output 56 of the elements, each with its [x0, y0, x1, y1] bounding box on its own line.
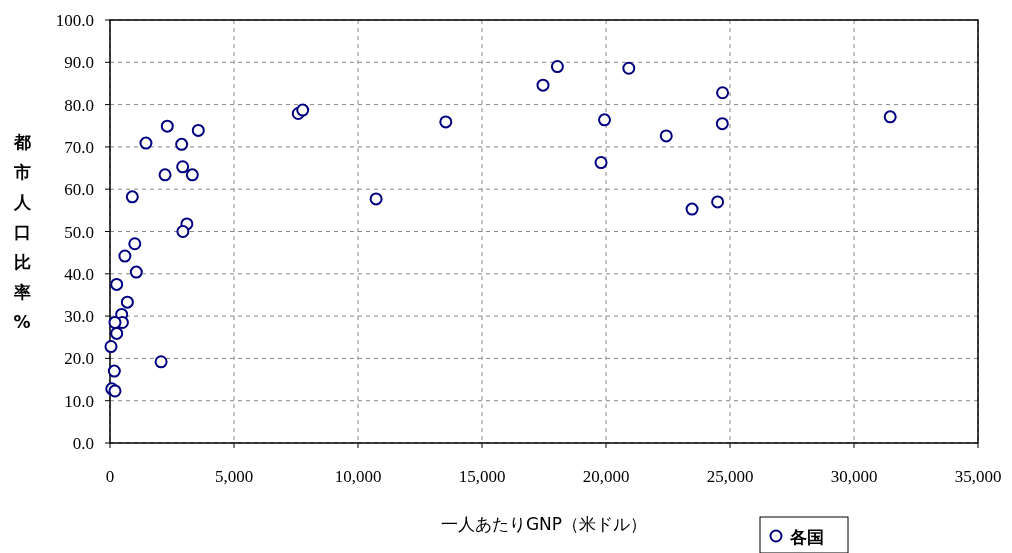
point — [128, 237, 142, 251]
point — [536, 78, 550, 92]
legend: 各国 — [759, 516, 849, 553]
point — [550, 60, 564, 74]
point — [107, 364, 121, 378]
y-tick-label: 40.0 — [64, 264, 94, 284]
point — [594, 156, 608, 170]
x-axis-title: 一人あたりGNP（米ドル） — [440, 514, 648, 534]
x-tick-label: 20,000 — [582, 467, 630, 486]
point — [125, 190, 139, 204]
x-tick-label: 25,000 — [706, 467, 754, 486]
point — [118, 249, 132, 263]
x-tick-label: 30,000 — [830, 467, 878, 486]
x-tick-label: 10,000 — [334, 467, 382, 486]
point — [176, 160, 190, 174]
y-tick-label: 0.0 — [72, 434, 94, 453]
point — [139, 136, 153, 150]
y-tick-label: 70.0 — [64, 137, 94, 157]
point — [598, 113, 612, 127]
point — [108, 315, 122, 329]
x-tick-label: 5,000 — [214, 467, 254, 486]
y-tick-label: 20.0 — [64, 349, 94, 369]
point — [129, 265, 143, 279]
legend-label: 各国 — [789, 527, 824, 547]
y-tick-label: 60.0 — [64, 180, 94, 200]
point — [711, 195, 725, 209]
y-tick-label: 50.0 — [64, 222, 94, 242]
point — [104, 340, 118, 354]
point — [185, 168, 199, 182]
point — [110, 277, 124, 291]
point — [369, 192, 383, 206]
y-tick-label: 30.0 — [64, 307, 94, 327]
point — [176, 225, 190, 238]
point — [716, 86, 730, 100]
y-tick-label: 80.0 — [64, 95, 94, 115]
point — [110, 326, 124, 340]
y-tick-label: 90.0 — [64, 53, 94, 73]
point — [175, 137, 189, 151]
point — [160, 119, 174, 133]
x-tick-label: 0 — [105, 467, 115, 486]
point — [296, 103, 310, 117]
y-axis-title: 都市人口比率% — [12, 132, 32, 332]
point — [154, 355, 168, 369]
point — [120, 295, 134, 309]
point — [659, 129, 673, 143]
y-tick-label: 100.0 — [55, 11, 94, 30]
x-tick-label: 35,000 — [954, 467, 1002, 486]
x-tick-label: 15,000 — [458, 467, 506, 486]
point — [685, 202, 699, 216]
point — [158, 168, 172, 182]
point — [439, 115, 453, 129]
point — [191, 123, 205, 137]
point — [883, 110, 897, 124]
y-tick-label: 10.0 — [64, 391, 94, 411]
point — [715, 117, 729, 131]
point — [622, 61, 636, 75]
